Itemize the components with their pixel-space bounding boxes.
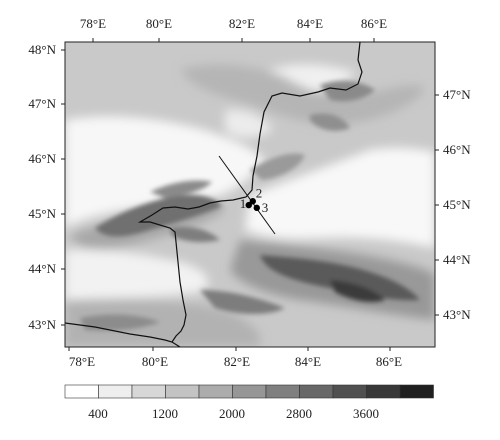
legend-swatch xyxy=(265,384,300,399)
station-1-label: 1 xyxy=(240,196,247,211)
elevation-legend: 400 1200 2000 2800 3600 xyxy=(64,384,434,421)
legend-label: 2800 xyxy=(286,406,312,421)
station-1-marker xyxy=(245,201,252,209)
legend-swatch xyxy=(198,384,233,399)
legend-swatch xyxy=(64,384,99,399)
legend-label: 3600 xyxy=(353,406,379,421)
right-tick-label: 46°N xyxy=(443,142,471,157)
station-3-label: 3 xyxy=(262,200,269,215)
legend-color-bar xyxy=(64,384,434,399)
top-tick-label: 78°E xyxy=(80,16,106,31)
legend-label: 2000 xyxy=(219,406,245,421)
bottom-tick-label: 80°E xyxy=(142,354,168,369)
left-tick-label: 47°N xyxy=(28,96,56,111)
left-tick-label: 44°N xyxy=(28,261,56,276)
left-tick-label: 45°N xyxy=(28,206,56,221)
left-axis: 48°N 47°N 46°N 45°N 44°N 43°N xyxy=(28,42,56,332)
right-tick-label: 47°N xyxy=(443,87,471,102)
top-tick-label: 84°E xyxy=(297,16,323,31)
station-2-label: 2 xyxy=(256,185,263,200)
legend-swatch xyxy=(299,384,334,399)
national-border-east xyxy=(137,42,363,343)
right-tick-label: 44°N xyxy=(443,252,471,267)
legend-label: 1200 xyxy=(152,406,178,421)
bottom-axis: 78°E 80°E 82°E 84°E 86°E xyxy=(69,354,402,369)
top-tick-label: 86°E xyxy=(361,16,387,31)
bottom-tick-label: 78°E xyxy=(69,354,95,369)
legend-swatch xyxy=(98,384,133,399)
right-axis: 47°N 46°N 45°N 44°N 43°N xyxy=(443,87,471,322)
legend-swatch xyxy=(232,384,267,399)
bottom-tick-label: 84°E xyxy=(295,354,321,369)
legend-swatch xyxy=(399,384,434,399)
bottom-tick-label: 82°E xyxy=(224,354,250,369)
station-2-marker xyxy=(249,198,256,205)
left-tick-label: 46°N xyxy=(28,151,56,166)
legend-label: 400 xyxy=(88,406,108,421)
map-frame xyxy=(64,41,436,348)
legend-swatch xyxy=(131,384,166,399)
legend-swatch xyxy=(165,384,200,399)
transect-line xyxy=(218,155,276,235)
top-tick-label: 80°E xyxy=(146,16,172,31)
right-tick-label: 45°N xyxy=(443,197,471,212)
national-border-southwest xyxy=(65,322,181,347)
terrain-shading xyxy=(65,42,435,347)
left-tick-label: 48°N xyxy=(28,42,56,57)
axis-ticks xyxy=(61,38,439,351)
border-lines xyxy=(65,42,363,347)
left-tick-label: 43°N xyxy=(28,317,56,332)
right-tick-label: 43°N xyxy=(443,307,471,322)
top-axis: 78°E 80°E 82°E 84°E 86°E xyxy=(80,16,387,31)
bottom-tick-label: 86°E xyxy=(376,354,402,369)
legend-swatch xyxy=(332,384,367,399)
station-3-marker xyxy=(253,204,260,212)
station-markers: 1 2 3 xyxy=(240,185,269,215)
legend-swatch xyxy=(366,384,401,399)
top-tick-label: 82°E xyxy=(229,16,255,31)
